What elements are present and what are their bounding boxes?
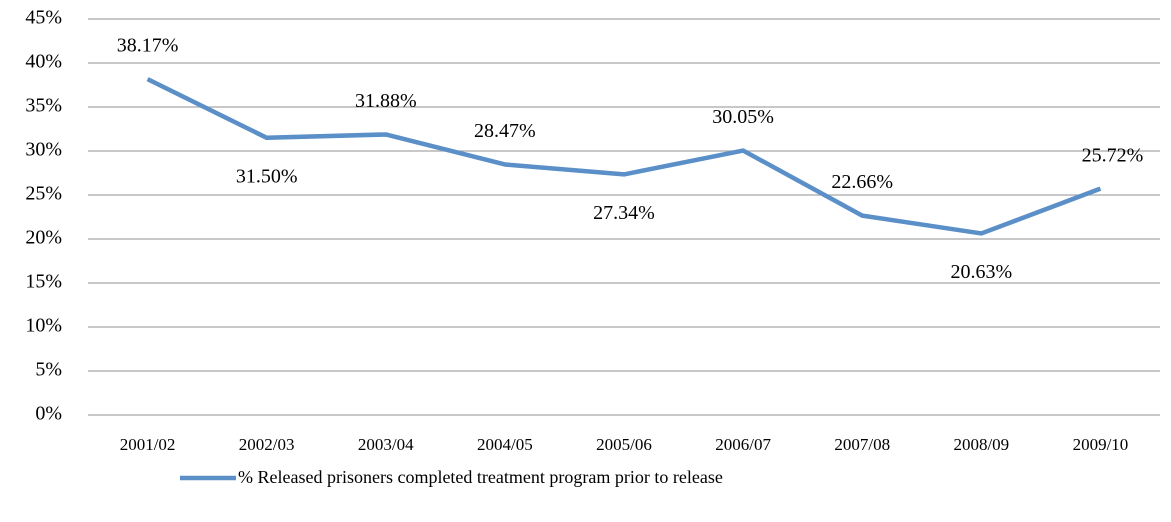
x-tick-label: 2008/09 bbox=[953, 435, 1009, 454]
data-label: 28.47% bbox=[474, 120, 536, 142]
data-label: 30.05% bbox=[712, 106, 774, 128]
x-tick-label: 2006/07 bbox=[715, 435, 771, 454]
data-label: 22.66% bbox=[831, 171, 893, 193]
x-tick-label: 2004/05 bbox=[477, 435, 533, 454]
data-label: 31.50% bbox=[236, 165, 298, 187]
x-tick-label: 2005/06 bbox=[596, 435, 652, 454]
data-label: 38.17% bbox=[117, 35, 179, 57]
legend-label: % Released prisoners completed treatment… bbox=[238, 467, 723, 487]
y-tick-label: 25% bbox=[25, 183, 62, 205]
data-label: 27.34% bbox=[593, 202, 655, 224]
y-tick-label: 5% bbox=[35, 359, 62, 381]
y-tick-label: 35% bbox=[25, 95, 62, 117]
y-tick-label: 10% bbox=[25, 315, 62, 337]
x-tick-label: 2009/10 bbox=[1073, 435, 1129, 454]
x-tick-label: 2001/02 bbox=[120, 435, 176, 454]
data-label: 31.88% bbox=[355, 90, 417, 112]
data-label: 25.72% bbox=[1082, 144, 1144, 166]
y-tick-label: 20% bbox=[25, 227, 62, 249]
series-line bbox=[146, 77, 1102, 236]
x-tick-label: 2002/03 bbox=[239, 435, 295, 454]
data-label: 20.63% bbox=[950, 261, 1012, 283]
y-tick-label: 40% bbox=[25, 51, 62, 73]
x-tick-label: 2007/08 bbox=[834, 435, 890, 454]
y-tick-label: 0% bbox=[35, 403, 62, 425]
y-tick-label: 30% bbox=[25, 139, 62, 161]
y-tick-label: 45% bbox=[25, 7, 62, 29]
y-tick-label: 15% bbox=[25, 271, 62, 293]
x-tick-label: 2003/04 bbox=[358, 435, 414, 454]
